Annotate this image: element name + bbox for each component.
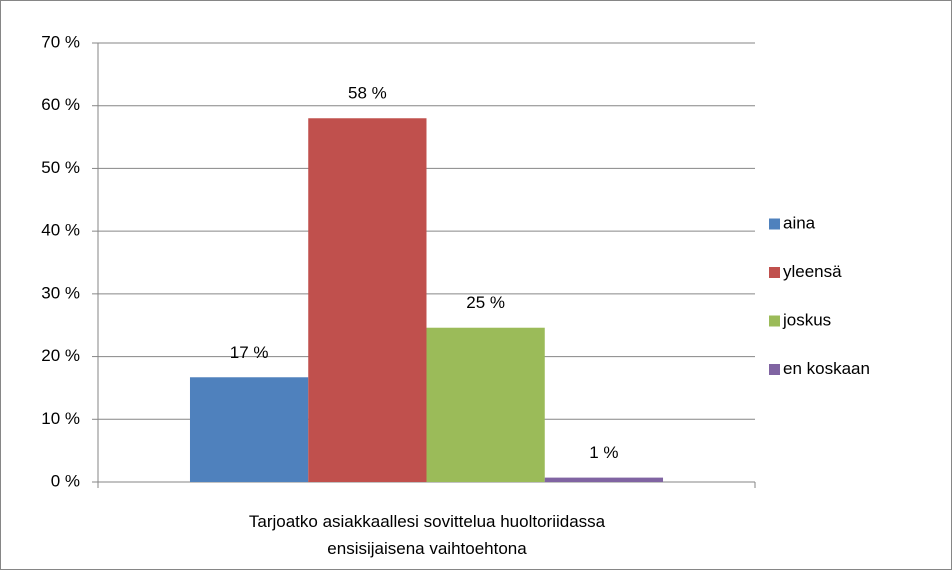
legend-swatch bbox=[769, 364, 780, 375]
data-label: 1 % bbox=[589, 443, 618, 462]
y-tick-label: 10 % bbox=[41, 409, 80, 428]
legend-swatch bbox=[769, 315, 780, 327]
legend-swatch bbox=[769, 218, 780, 230]
legend-label: yleensä bbox=[783, 262, 842, 281]
y-tick-label: 70 % bbox=[41, 32, 80, 51]
x-category-label: Tarjoatko asiakkaallesi sovittelua huolt… bbox=[248, 512, 606, 558]
bar bbox=[189, 377, 309, 482]
y-tick-label: 30 % bbox=[41, 283, 80, 302]
y-tick-label: 0 % bbox=[51, 471, 80, 490]
y-tick-label: 20 % bbox=[41, 346, 80, 365]
data-label: 17 % bbox=[230, 343, 269, 362]
bar bbox=[308, 118, 427, 482]
legend-label: joskus bbox=[782, 310, 831, 329]
bar bbox=[544, 477, 664, 482]
data-label: 58 % bbox=[348, 84, 387, 103]
legend-label: en koskaan bbox=[783, 359, 870, 378]
legend-label: aina bbox=[783, 213, 816, 232]
y-tick-label: 60 % bbox=[41, 95, 80, 114]
data-label: 25 % bbox=[466, 293, 505, 312]
y-tick-label: 40 % bbox=[41, 221, 80, 240]
bar bbox=[426, 327, 545, 482]
y-tick-label: 50 % bbox=[41, 158, 80, 177]
legend-swatch bbox=[769, 267, 780, 278]
